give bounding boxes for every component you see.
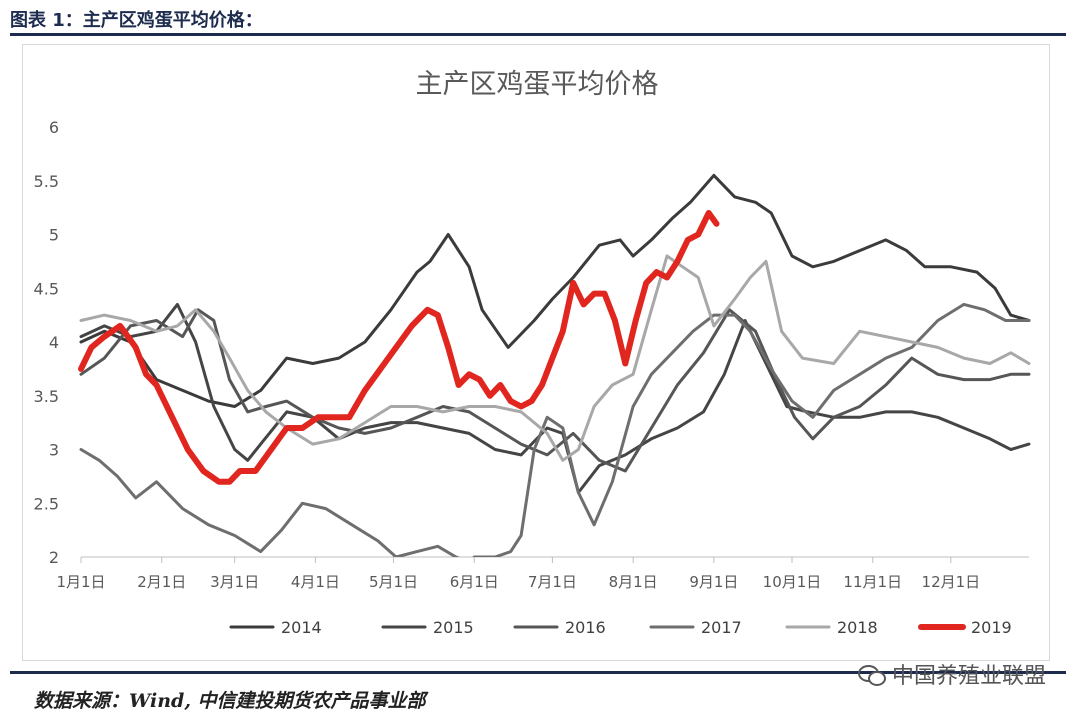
y-axis: 2 2.5 3 3.5 4 4.5 5 5.5 6 xyxy=(34,118,59,567)
x-tick-label: 9月1日 xyxy=(689,573,738,591)
y-tick-label: 4.5 xyxy=(34,279,59,298)
legend-label-2014: 2014 xyxy=(281,618,322,637)
egg-price-line-chart: 主产区鸡蛋平均价格 2 2.5 3 3.5 4 4.5 5 5.5 6 1月1日 2月1日 3月1日… xyxy=(34,69,1031,637)
x-tick-label: 1月1日 xyxy=(56,573,105,591)
x-tick-label: 6月1日 xyxy=(450,573,499,591)
legend-label-2015: 2015 xyxy=(433,618,474,637)
x-axis: 1月1日 2月1日 3月1日 4月1日 5月1日 6月1日 7月1日 8月1日 9月1日 10月1… xyxy=(56,556,1029,591)
y-tick-label: 2.5 xyxy=(34,494,59,513)
legend-label-2017: 2017 xyxy=(701,618,742,637)
series-line-2019 xyxy=(78,210,720,485)
x-tick-label: 12月1日 xyxy=(922,573,981,591)
x-tick-label: 2月1日 xyxy=(137,573,186,591)
y-tick-label: 3 xyxy=(49,441,59,460)
chart-frame: 主产区鸡蛋平均价格 2 2.5 3 3.5 4 4.5 5 5.5 6 1月1日 2月1日 3月1日… xyxy=(22,44,1050,661)
legend: 2014 2015 2016 2017 2018 2019 xyxy=(229,618,1012,637)
x-tick-label: 4月1日 xyxy=(291,573,340,591)
series-layer xyxy=(78,173,1031,557)
series-line-2014 xyxy=(79,173,1031,408)
figure-caption: 图表 1：主产区鸡蛋平均价格： xyxy=(10,10,263,31)
x-tick-label: 7月1日 xyxy=(528,573,577,591)
y-tick-label: 5.5 xyxy=(34,172,59,191)
y-tick-label: 6 xyxy=(49,118,59,137)
series-line-2015 xyxy=(79,302,1031,494)
series-line-2017 xyxy=(79,302,1031,557)
wechat-icon xyxy=(857,663,886,686)
data-source-note: 数据来源：Wind, 中信建投期货农产品事业部 xyxy=(34,690,426,712)
x-tick-label: 5月1日 xyxy=(369,573,418,591)
y-tick-label: 2 xyxy=(49,548,59,567)
bottom-rule xyxy=(10,671,1066,674)
watermark: 中国养殖业联盟 xyxy=(857,658,1046,690)
x-tick-label: 8月1日 xyxy=(609,573,658,591)
y-tick-label: 4 xyxy=(49,333,59,352)
chart-title: 主产区鸡蛋平均价格 xyxy=(416,69,659,100)
legend-label-2019: 2019 xyxy=(971,618,1012,637)
watermark-text: 中国养殖业联盟 xyxy=(891,664,1046,689)
series-line-2016 xyxy=(79,308,1031,473)
x-tick-label: 3月1日 xyxy=(210,573,259,591)
legend-label-2016: 2016 xyxy=(565,618,606,637)
x-tick-label: 10月1日 xyxy=(763,573,822,591)
x-tick-label: 11月1日 xyxy=(843,573,902,591)
series-line-2018 xyxy=(79,254,1031,462)
y-tick-label: 3.5 xyxy=(34,387,59,406)
y-tick-label: 5 xyxy=(49,226,59,245)
top-rule xyxy=(10,33,1066,36)
legend-label-2018: 2018 xyxy=(837,618,878,637)
